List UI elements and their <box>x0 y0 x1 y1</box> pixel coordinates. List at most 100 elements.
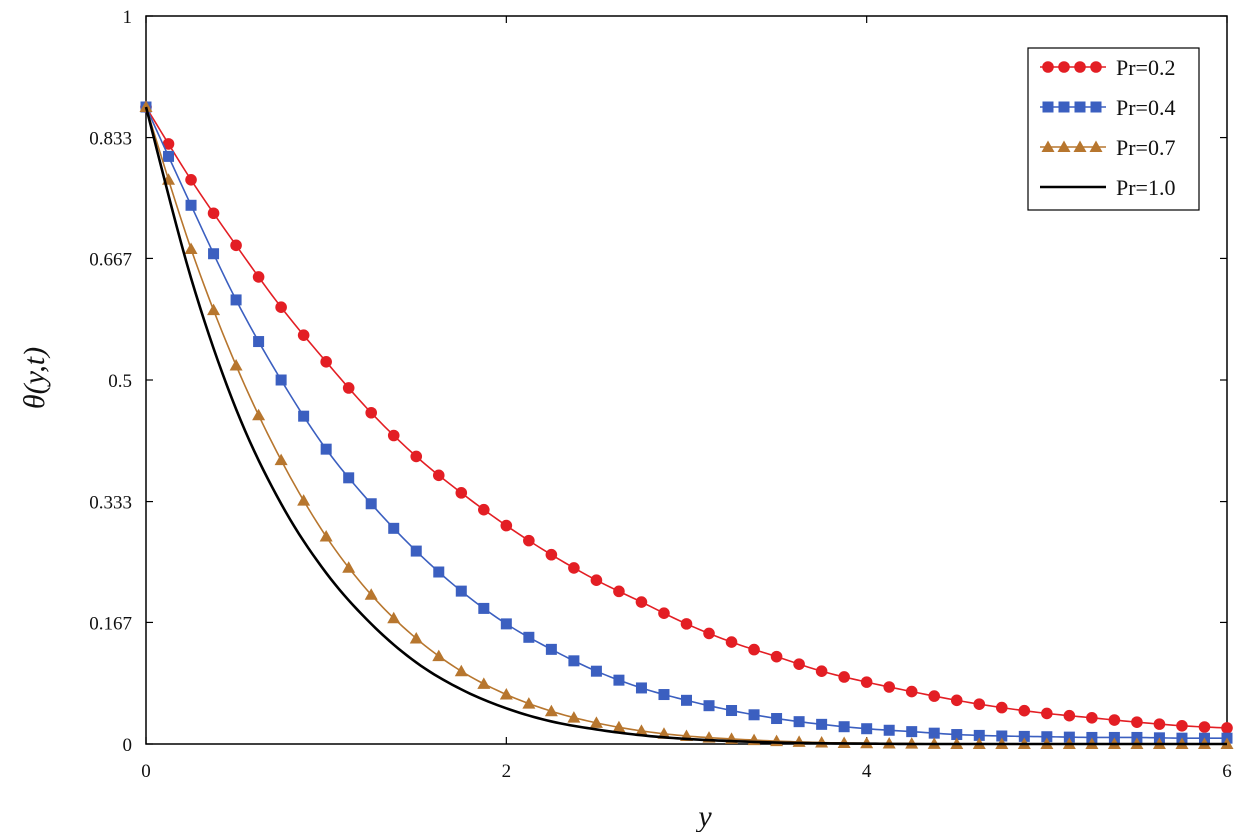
data-point <box>590 574 603 586</box>
data-point <box>928 690 941 702</box>
data-point <box>387 611 401 624</box>
data-point <box>613 585 625 598</box>
legend: Pr=0.2 Pr=0.4 Pr=0.7 Pr=1.0 <box>1027 47 1200 211</box>
data-point <box>748 643 760 656</box>
data-point <box>544 704 558 717</box>
data-point <box>185 199 197 211</box>
data-point <box>1221 722 1233 734</box>
data-point <box>342 382 355 394</box>
data-point <box>365 406 378 419</box>
x-tick-label: 4 <box>862 761 872 782</box>
x-tick-label: 6 <box>1222 761 1232 782</box>
data-point <box>275 301 287 314</box>
data-point <box>793 716 805 728</box>
data-point <box>523 631 535 643</box>
data-point <box>658 689 670 701</box>
data-point <box>275 374 287 386</box>
y-tick-label: 1 <box>123 7 133 28</box>
data-point <box>274 453 288 466</box>
data-point <box>1063 731 1075 743</box>
data-point <box>298 410 310 422</box>
data-point <box>1176 720 1188 732</box>
data-point <box>568 562 580 574</box>
x-tick-label: 0 <box>141 761 151 782</box>
y-tick-label: 0.167 <box>89 613 132 634</box>
data-point <box>410 450 423 463</box>
data-point <box>230 294 242 306</box>
data-point <box>1018 730 1030 742</box>
data-point <box>365 498 377 510</box>
legend-swatch-marker <box>1090 101 1102 113</box>
data-point <box>590 665 602 677</box>
data-point <box>658 607 670 619</box>
data-point <box>184 242 198 254</box>
y-tick-label: 0.833 <box>89 129 132 150</box>
series-pr-0-2 <box>140 101 1233 734</box>
data-point <box>523 534 535 547</box>
data-point <box>342 561 356 573</box>
data-point <box>410 545 422 557</box>
data-point <box>928 727 940 739</box>
data-point <box>1153 718 1166 730</box>
series-layer <box>139 100 1234 749</box>
data-point <box>478 503 490 516</box>
data-point <box>771 713 783 725</box>
data-point <box>1131 731 1143 743</box>
data-point <box>815 736 829 748</box>
x-tick-label: 2 <box>502 761 512 782</box>
legend-swatch-marker <box>1089 140 1103 152</box>
data-point <box>207 207 220 220</box>
data-point <box>589 716 603 728</box>
legend-entry-pr-1-0: Pr=1.0 <box>1040 175 1175 200</box>
data-point <box>522 697 536 709</box>
legend-label: Pr=0.7 <box>1116 135 1175 160</box>
y-tick-label: 0.667 <box>89 249 132 270</box>
data-point <box>364 588 378 600</box>
data-point <box>635 596 648 608</box>
data-point <box>681 694 692 706</box>
data-point <box>454 664 468 677</box>
data-point <box>635 682 647 694</box>
data-point <box>567 711 581 723</box>
data-point <box>973 729 985 741</box>
data-point <box>545 548 558 561</box>
data-point <box>1086 731 1098 743</box>
data-point <box>387 429 400 442</box>
legend-entry-pr-0-4: Pr=0.4 <box>1040 95 1175 120</box>
data-point <box>996 730 1008 742</box>
series-line <box>144 106 1227 746</box>
y-tick-label: 0.5 <box>108 371 132 392</box>
data-point <box>838 671 850 683</box>
data-point <box>409 631 423 644</box>
data-point <box>500 618 512 630</box>
data-point <box>905 685 918 698</box>
data-point <box>861 723 873 735</box>
data-point <box>320 356 332 368</box>
legend-swatch-marker <box>1058 101 1070 113</box>
data-point <box>838 721 850 733</box>
legend-entries: Pr=0.2 Pr=0.4 Pr=0.7 Pr=1.0 <box>1040 55 1175 200</box>
data-point <box>455 585 467 597</box>
legend-swatch-marker <box>1090 61 1102 73</box>
legend-entry-pr-0-7: Pr=0.7 <box>1040 135 1175 160</box>
data-point <box>613 674 625 686</box>
data-point <box>973 698 986 710</box>
legend-swatch-marker <box>1074 61 1086 73</box>
legend-swatch-marker <box>1074 101 1086 113</box>
data-point <box>252 271 265 283</box>
data-point <box>343 472 355 484</box>
data-point <box>1131 716 1143 728</box>
data-point <box>477 677 491 689</box>
data-point <box>680 618 693 630</box>
data-point <box>770 650 783 663</box>
data-point <box>545 643 557 655</box>
data-point <box>816 718 828 730</box>
data-point <box>229 358 243 371</box>
data-point <box>1086 711 1098 724</box>
data-point <box>748 709 760 721</box>
data-point <box>320 443 332 455</box>
data-point <box>1018 704 1031 717</box>
data-point <box>726 705 738 717</box>
data-point <box>432 649 446 662</box>
